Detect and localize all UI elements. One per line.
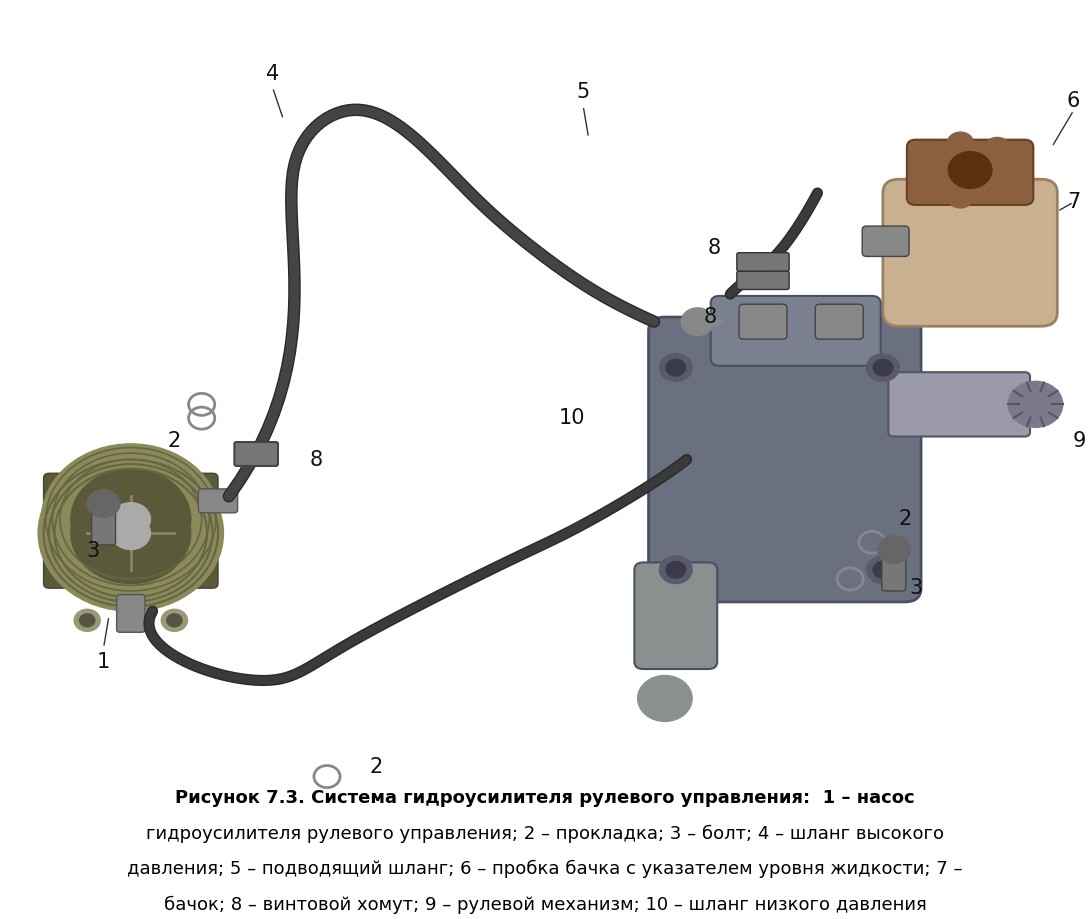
FancyBboxPatch shape: [711, 296, 881, 366]
Text: Рисунок 7.3. Система гидроусилителя рулевого управления:  1 – насос: Рисунок 7.3. Система гидроусилителя руле…: [175, 789, 915, 807]
Circle shape: [877, 536, 910, 563]
Circle shape: [41, 444, 220, 595]
Text: 3: 3: [909, 578, 922, 598]
Circle shape: [71, 469, 191, 570]
Circle shape: [38, 455, 223, 611]
Text: 6: 6: [1067, 91, 1080, 111]
FancyBboxPatch shape: [634, 562, 717, 669]
Circle shape: [681, 308, 714, 335]
Text: 1: 1: [97, 652, 110, 672]
FancyBboxPatch shape: [737, 253, 789, 271]
FancyBboxPatch shape: [737, 271, 789, 289]
Text: 8: 8: [704, 307, 717, 327]
FancyBboxPatch shape: [117, 595, 145, 632]
Text: 5: 5: [577, 82, 590, 102]
Text: гидроусилителя рулевого управления; 2 – прокладка; 3 – болт; 4 – шланг высокого: гидроусилителя рулевого управления; 2 – …: [146, 824, 944, 843]
Circle shape: [161, 609, 187, 631]
Text: 10: 10: [559, 408, 585, 428]
Circle shape: [1008, 381, 1063, 427]
Circle shape: [87, 490, 120, 517]
FancyBboxPatch shape: [649, 317, 921, 602]
Circle shape: [74, 609, 100, 631]
Text: 2: 2: [370, 757, 383, 777]
Text: бачок; 8 – винтовой хомут; 9 – рулевой механизм; 10 – шланг низкого давления: бачок; 8 – винтовой хомут; 9 – рулевой м…: [164, 896, 926, 914]
Circle shape: [111, 503, 150, 536]
Circle shape: [867, 354, 899, 381]
Text: 4: 4: [266, 63, 279, 84]
FancyBboxPatch shape: [739, 304, 787, 339]
Circle shape: [659, 354, 692, 381]
Circle shape: [666, 562, 686, 578]
Circle shape: [80, 614, 95, 627]
FancyBboxPatch shape: [198, 489, 238, 513]
Text: 2: 2: [168, 431, 181, 451]
FancyBboxPatch shape: [815, 304, 863, 339]
Circle shape: [948, 152, 992, 188]
FancyBboxPatch shape: [862, 226, 909, 256]
Circle shape: [918, 171, 944, 193]
Circle shape: [984, 138, 1010, 160]
Circle shape: [167, 614, 182, 627]
Circle shape: [666, 359, 686, 376]
FancyBboxPatch shape: [44, 473, 218, 588]
Text: 7: 7: [1067, 192, 1080, 212]
Circle shape: [984, 180, 1010, 202]
Circle shape: [867, 556, 899, 584]
Circle shape: [947, 186, 973, 208]
Circle shape: [71, 482, 191, 584]
FancyBboxPatch shape: [888, 372, 1030, 437]
Text: 8: 8: [310, 449, 323, 470]
FancyBboxPatch shape: [92, 507, 116, 545]
Text: 8: 8: [707, 238, 720, 258]
Circle shape: [918, 147, 944, 169]
Circle shape: [638, 675, 692, 721]
Text: 2: 2: [898, 509, 911, 529]
Circle shape: [873, 359, 893, 376]
Circle shape: [1001, 159, 1027, 181]
Circle shape: [659, 556, 692, 584]
Circle shape: [873, 562, 893, 578]
FancyBboxPatch shape: [907, 140, 1033, 205]
Text: давления; 5 – подводящий шланг; 6 – пробка бачка с указателем уровня жидкости; 7: давления; 5 – подводящий шланг; 6 – проб…: [128, 860, 962, 879]
Circle shape: [947, 132, 973, 154]
Text: 3: 3: [86, 541, 99, 562]
FancyBboxPatch shape: [883, 179, 1057, 326]
Text: 9: 9: [1073, 431, 1086, 451]
FancyBboxPatch shape: [882, 553, 906, 591]
FancyBboxPatch shape: [234, 442, 278, 466]
Circle shape: [111, 516, 150, 550]
